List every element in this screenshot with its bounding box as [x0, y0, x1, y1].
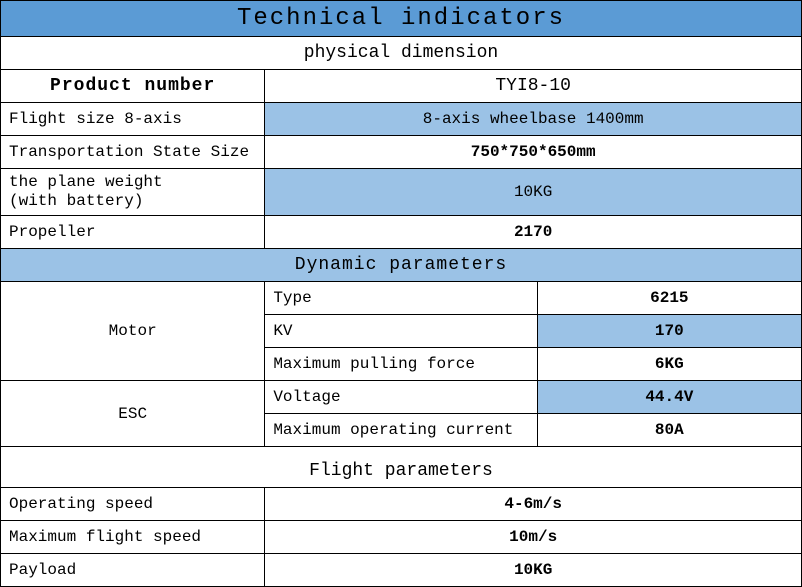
- flight-row-1-label: Maximum flight speed: [1, 521, 265, 554]
- esc-row-1-value: 80A: [537, 414, 801, 447]
- physical-row-2-label: the plane weight(with battery): [1, 169, 265, 216]
- flight-row-1-value: 10m/s: [265, 521, 802, 554]
- physical-row-2-value: 10KG: [265, 169, 802, 216]
- motor-row-1-value: 170: [537, 315, 801, 348]
- motor-row-0-value: 6215: [537, 282, 801, 315]
- physical-row-3-label: Propeller: [1, 216, 265, 249]
- physical-row-3-value: 2170: [265, 216, 802, 249]
- section-flight-header: Flight parameters: [1, 447, 802, 488]
- flight-row-2-value: 10KG: [265, 554, 802, 587]
- section-dynamic-header: Dynamic parameters: [1, 249, 802, 282]
- esc-group-label: ESC: [1, 381, 265, 447]
- section-physical-header: physical dimension: [1, 37, 802, 70]
- physical-row-1-value: 750*750*650mm: [265, 136, 802, 169]
- motor-row-1-label: KV: [265, 315, 537, 348]
- esc-row-0-label: Voltage: [265, 381, 537, 414]
- product-number-label: Product number: [1, 70, 265, 103]
- physical-row-0-label: Flight size 8-axis: [1, 103, 265, 136]
- esc-row-0-value: 44.4V: [537, 381, 801, 414]
- motor-row-2-label: Maximum pulling force: [265, 348, 537, 381]
- esc-row-1-label: Maximum operating current: [265, 414, 537, 447]
- product-number-value: TYI8-10: [265, 70, 802, 103]
- flight-row-0-value: 4-6m/s: [265, 488, 802, 521]
- spec-table: Technical indicators physical dimension …: [0, 0, 802, 587]
- physical-row-1-label: Transportation State Size: [1, 136, 265, 169]
- motor-group-label: Motor: [1, 282, 265, 381]
- flight-row-2-label: Payload: [1, 554, 265, 587]
- spec-table-container: Technical indicators physical dimension …: [0, 0, 802, 587]
- motor-row-2-value: 6KG: [537, 348, 801, 381]
- motor-row-0-label: Type: [265, 282, 537, 315]
- flight-row-0-label: Operating speed: [1, 488, 265, 521]
- main-title: Technical indicators: [1, 1, 802, 37]
- physical-row-0-value: 8-axis wheelbase 1400mm: [265, 103, 802, 136]
